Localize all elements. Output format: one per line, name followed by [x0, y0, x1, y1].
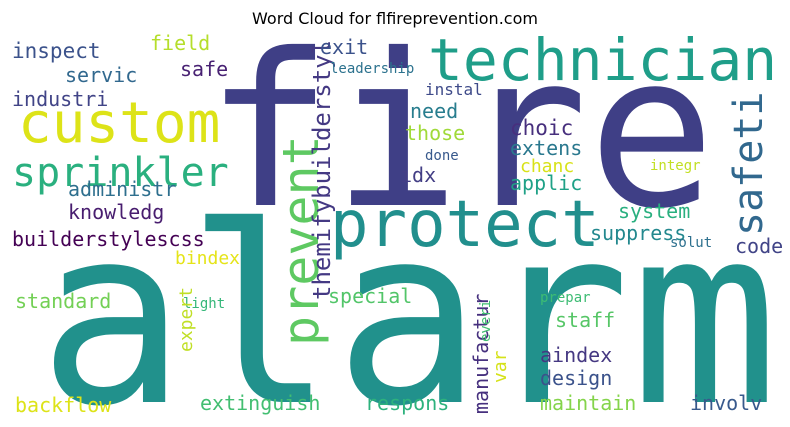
word: involv — [690, 391, 762, 415]
word: fire — [205, 8, 716, 255]
word: backflow — [15, 393, 112, 417]
word: need — [410, 99, 458, 123]
word: special — [328, 284, 412, 308]
word: everi — [478, 300, 494, 342]
word: integr — [650, 158, 701, 174]
word: staff — [555, 308, 615, 332]
word: light — [183, 296, 225, 312]
word: manufactur — [469, 294, 493, 414]
word: system — [618, 199, 690, 223]
word: expert — [176, 287, 197, 352]
word: technician — [428, 26, 777, 94]
word: industri — [12, 87, 108, 111]
word: respons — [365, 391, 449, 415]
word: aindex — [540, 343, 612, 367]
word: custom — [18, 91, 220, 156]
word: builderstylescss — [12, 227, 205, 251]
word: extens — [510, 136, 582, 160]
word: extinguish — [200, 391, 320, 415]
word: chanc — [520, 156, 574, 177]
word: suppress — [590, 221, 686, 245]
word: safeti — [726, 92, 772, 237]
word: standard — [15, 289, 111, 313]
word: alarm — [38, 175, 779, 427]
word: inspect — [12, 39, 101, 63]
word: code — [735, 234, 783, 258]
word: field — [150, 31, 210, 55]
word: bindex — [175, 248, 240, 269]
chart-title: Word Cloud for flfireprevention.com — [252, 9, 538, 28]
word: themifybuilderstyl — [308, 40, 336, 300]
word: choic — [510, 116, 573, 140]
word: applic — [510, 171, 582, 195]
word: safe — [180, 57, 228, 81]
word: administr — [68, 177, 176, 201]
word: idx — [400, 163, 436, 187]
word: exit — [320, 35, 368, 59]
word: var — [490, 350, 511, 383]
word: knowledg — [68, 200, 164, 224]
word: solut — [670, 235, 712, 251]
word: leadership — [330, 61, 414, 77]
word: prevent — [272, 135, 330, 346]
word: done — [425, 148, 459, 164]
word: design — [540, 366, 612, 390]
word: instal — [425, 80, 483, 99]
word: protect — [330, 188, 600, 262]
word: sprinkler — [12, 150, 229, 196]
word: maintain — [540, 391, 636, 415]
word: prepar — [540, 290, 591, 306]
word: servic — [65, 63, 137, 87]
word: those — [405, 121, 465, 145]
